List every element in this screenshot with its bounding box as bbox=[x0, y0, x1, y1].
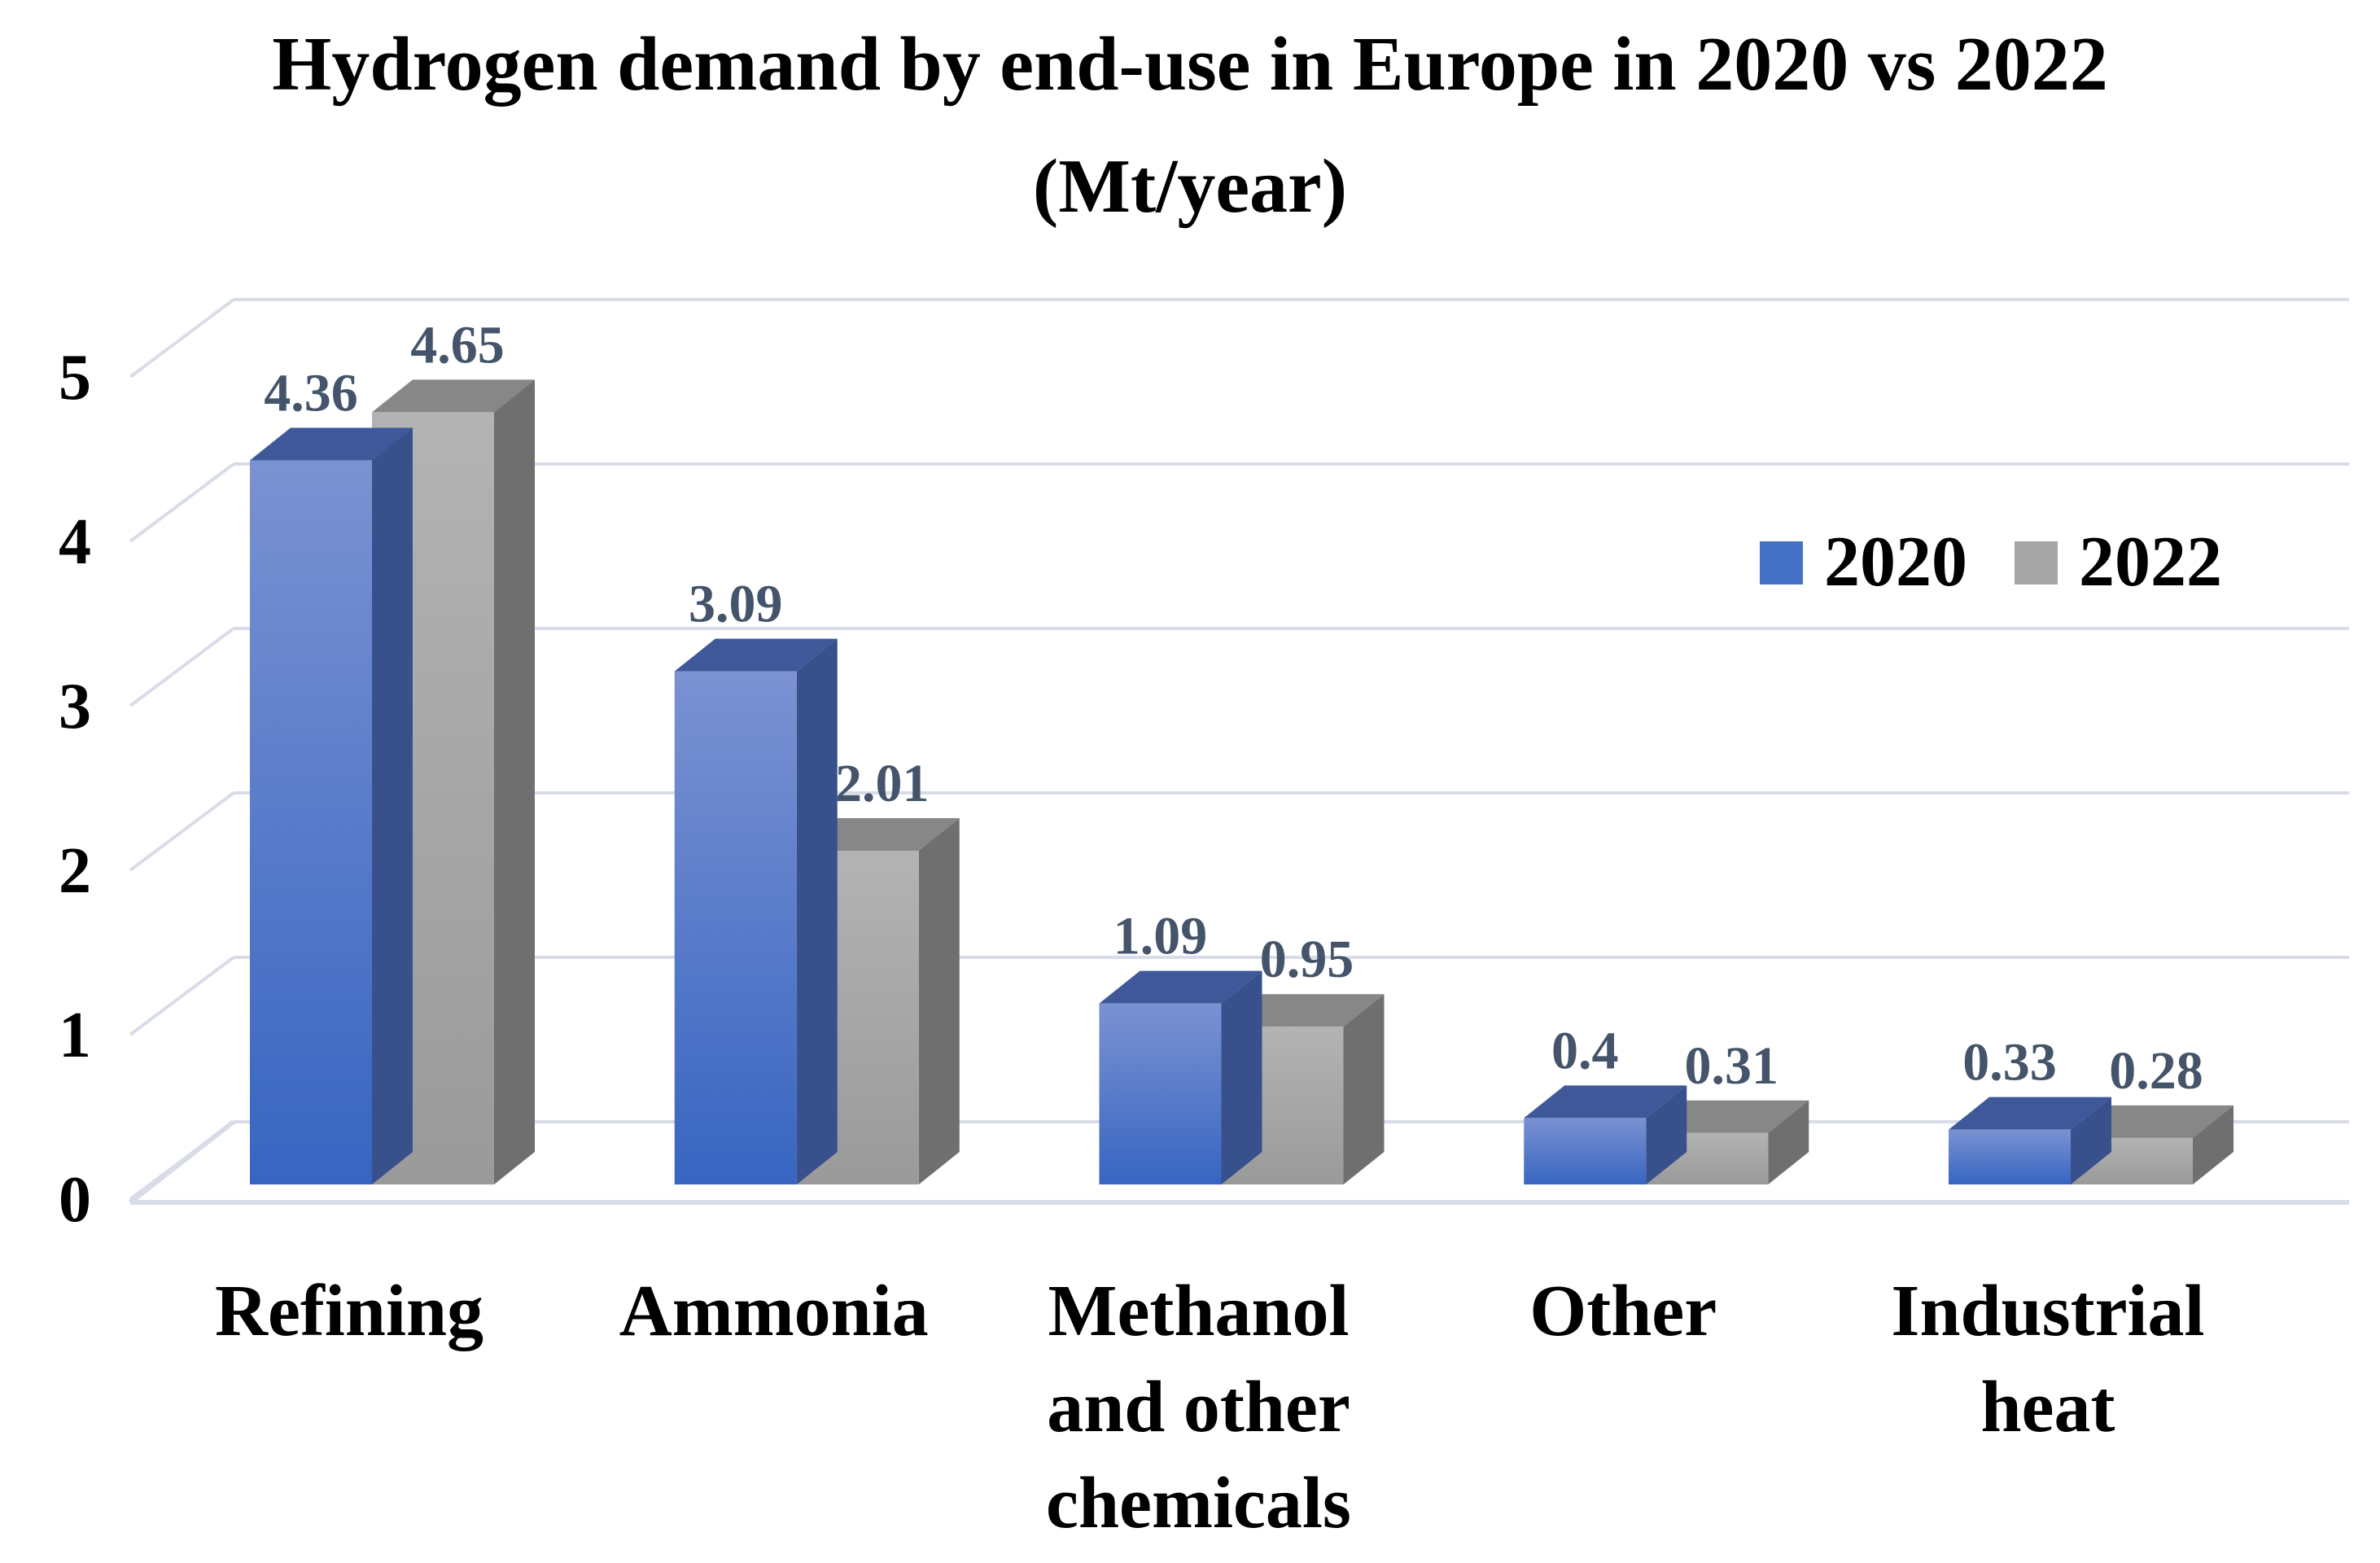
bars bbox=[250, 379, 2233, 1184]
category-label-0: Refining bbox=[214, 1271, 484, 1351]
y-axis-tick-label: 1 bbox=[59, 1000, 91, 1071]
gridline-depth-tick bbox=[129, 956, 235, 1036]
category-label-2: Methanol and other chemicals bbox=[1046, 1271, 1351, 1543]
value-label-2022: 0.95 bbox=[1260, 930, 1354, 989]
y-axis-tick-label: 5 bbox=[59, 342, 91, 414]
value-label-2022: 4.65 bbox=[410, 315, 505, 374]
chart-title: Hydrogen demand by end-use in Europe in … bbox=[0, 3, 2380, 247]
bar-2020-1-side-face bbox=[796, 638, 838, 1184]
bar-2022-1-side-face bbox=[918, 817, 960, 1184]
value-label-2022: 0.28 bbox=[2109, 1041, 2203, 1101]
bar-2020-0-top-face bbox=[250, 427, 413, 461]
bar-2020-1-top-face bbox=[674, 638, 838, 672]
value-label-2020: 4.36 bbox=[264, 364, 358, 423]
bar-2020-1-front-face bbox=[674, 671, 797, 1184]
y-axis-tick-label: 3 bbox=[59, 671, 91, 742]
legend-swatch-2022-icon bbox=[2015, 541, 2058, 584]
labels: 0 1 2 3 4 5 4.36 4.65 3.09 2.01 1.09 0.95 0.4 0.31 0.3… bbox=[59, 315, 2203, 1236]
value-label-2022: 2.01 bbox=[835, 754, 930, 813]
legend-item-2020: 2020 bbox=[1760, 527, 1967, 598]
legend-swatch-2020-icon bbox=[1760, 541, 1803, 584]
value-label-2020: 3.09 bbox=[689, 575, 783, 634]
gridline-depth-tick bbox=[129, 462, 235, 543]
chart-title-line1: Hydrogen demand by end-use in Europe in … bbox=[272, 22, 2108, 107]
gridline-depth-tick bbox=[129, 627, 235, 707]
y-axis-tick-label: 4 bbox=[59, 506, 91, 578]
bar-2020-4-side-face bbox=[2071, 1097, 2111, 1184]
legend-item-2022: 2022 bbox=[2015, 527, 2222, 598]
bar-2020-4-front-face bbox=[1949, 1129, 2071, 1184]
bar-2020-2-front-face bbox=[1099, 1003, 1222, 1184]
gridline-depth-tick bbox=[129, 298, 235, 379]
gridline-depth-tick bbox=[129, 791, 235, 872]
bar-2020-3-front-face bbox=[1524, 1118, 1647, 1184]
bar-2022-2-side-face bbox=[1343, 994, 1385, 1184]
chart-title-line2: (Mt/year) bbox=[1032, 144, 1348, 229]
value-label-2020: 1.09 bbox=[1113, 907, 1208, 966]
legend-label-2020: 2020 bbox=[1824, 523, 1967, 602]
category-label-3: Other bbox=[1529, 1271, 1717, 1351]
bar-2020-3-side-face bbox=[1646, 1085, 1687, 1184]
category-label-4: Industrial heat bbox=[1891, 1271, 2205, 1447]
bar-2020-3-top-face bbox=[1524, 1085, 1687, 1119]
gridlines bbox=[129, 298, 2349, 1205]
legend-label-2022: 2022 bbox=[2079, 523, 2222, 602]
bar-2022-0-top-face bbox=[372, 379, 535, 413]
legend: 2020 2022 bbox=[1760, 521, 2222, 604]
value-label-2022: 0.31 bbox=[1685, 1036, 1779, 1096]
value-label-2020: 0.33 bbox=[1962, 1033, 2057, 1092]
bar-2020-4-top-face bbox=[1949, 1097, 2111, 1130]
bar-2020-0-side-face bbox=[372, 427, 413, 1184]
floor-left-edge bbox=[129, 1119, 235, 1205]
y-axis-tick-label: 0 bbox=[59, 1164, 91, 1236]
value-label-2020: 0.4 bbox=[1551, 1021, 1619, 1080]
y-axis-tick-label: 2 bbox=[59, 835, 91, 907]
bar-2020-0-front-face bbox=[250, 460, 372, 1184]
bar-2020-2-side-face bbox=[1221, 970, 1262, 1184]
bar-2022-0-side-face bbox=[494, 379, 535, 1184]
bar-2022-3-side-face bbox=[1768, 1100, 1809, 1184]
category-label-1: Ammonia bbox=[619, 1271, 929, 1351]
bar-2020-2-top-face bbox=[1099, 970, 1262, 1004]
bar-2022-4-side-face bbox=[2193, 1105, 2233, 1184]
